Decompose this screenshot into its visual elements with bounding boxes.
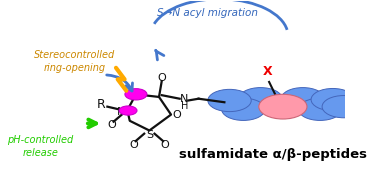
Circle shape bbox=[311, 88, 355, 111]
Text: N: N bbox=[180, 94, 188, 104]
Circle shape bbox=[298, 98, 342, 121]
Text: R: R bbox=[97, 98, 106, 111]
Text: sulfamidate α/β-peptides: sulfamidate α/β-peptides bbox=[178, 148, 367, 161]
Text: O: O bbox=[157, 72, 166, 83]
Text: N: N bbox=[117, 107, 125, 117]
Text: S: S bbox=[146, 130, 153, 140]
Circle shape bbox=[322, 96, 366, 118]
Circle shape bbox=[239, 88, 282, 110]
Text: S→N acyl migration: S→N acyl migration bbox=[156, 8, 258, 18]
Text: O: O bbox=[107, 120, 116, 130]
Text: H: H bbox=[181, 101, 189, 111]
Circle shape bbox=[222, 98, 265, 121]
Circle shape bbox=[259, 94, 307, 119]
Text: O: O bbox=[130, 140, 138, 150]
Circle shape bbox=[281, 88, 325, 110]
Text: pH-controlled
release: pH-controlled release bbox=[7, 135, 73, 158]
Circle shape bbox=[119, 106, 137, 115]
Text: O: O bbox=[161, 140, 169, 150]
Text: Stereocontrolled
ring-opening: Stereocontrolled ring-opening bbox=[34, 50, 115, 73]
Circle shape bbox=[208, 89, 251, 112]
Text: X: X bbox=[263, 65, 272, 78]
Text: O: O bbox=[173, 110, 181, 120]
Circle shape bbox=[125, 89, 147, 100]
